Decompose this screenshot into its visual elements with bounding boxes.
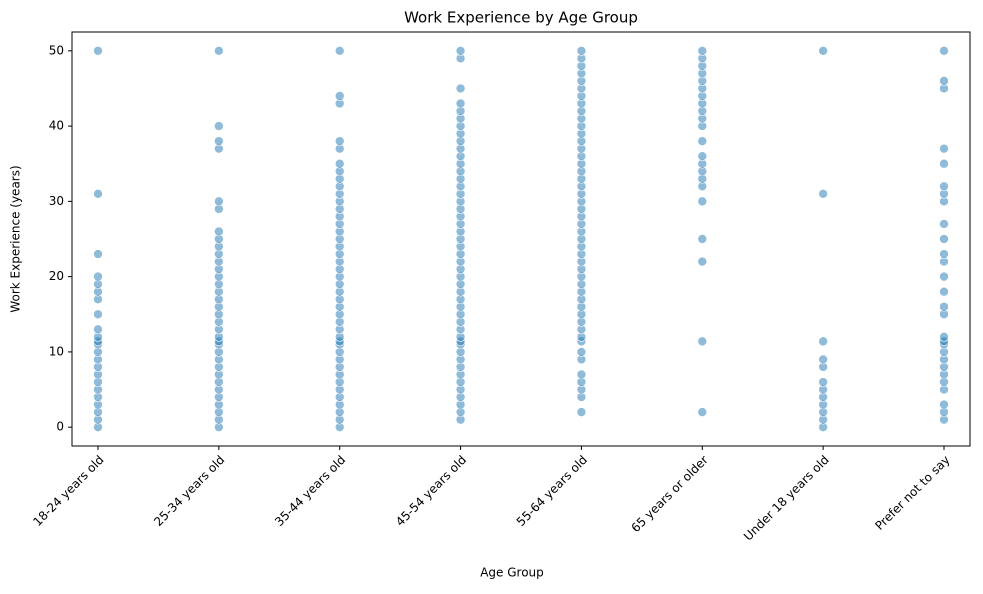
chart-title: Work Experience by Age Group [404,9,638,27]
point [93,324,103,335]
point [697,336,708,347]
point [818,377,828,387]
point [214,121,224,131]
point [818,46,828,56]
point [697,151,708,161]
x-tick-label: 35-44 years old [272,453,348,529]
point [939,219,949,229]
y-tick-label: 40 [49,119,64,133]
point [939,399,949,410]
point [214,46,224,56]
point [818,354,828,365]
point [93,309,103,320]
point [939,76,949,86]
point [939,181,949,192]
point [334,158,345,169]
point [214,226,224,237]
point [697,234,708,244]
point [334,136,345,146]
x-tick-label: Prefer not to say [872,453,952,533]
point [455,98,466,109]
point [818,336,828,347]
point [939,301,949,312]
point [576,347,587,357]
point [214,136,224,146]
point [697,196,708,207]
point [576,407,587,417]
point [93,189,103,199]
point [939,158,949,169]
point [939,143,949,154]
point [939,46,949,56]
point [939,286,949,297]
point [697,256,708,267]
x-tick-label: 65 years or older [628,453,711,536]
x-tick-label: 25-34 years old [151,453,227,529]
x-tick-label: 45-54 years old [393,453,469,529]
x-axis-label: Age Group [480,566,544,580]
point [939,234,949,244]
y-tick-label: 10 [49,344,64,358]
point [939,271,949,282]
point [93,271,103,282]
x-tick-label: 18-24 years old [30,453,106,529]
plot-frame [71,31,971,447]
point [818,189,828,199]
point [697,136,708,146]
point [576,369,587,380]
point [939,249,949,259]
point [455,83,466,94]
point [697,46,708,56]
point [939,332,949,342]
y-axis-label: Work Experience (years) [9,165,23,312]
point [697,407,708,417]
point [334,91,345,101]
point [93,46,103,56]
y-tick-label: 30 [49,194,64,208]
y-tick-label: 20 [49,269,64,283]
point [576,46,587,56]
x-tick-label: 55-64 years old [514,453,590,529]
x-tick-label: Under 18 years old [741,453,832,544]
y-tick-label: 50 [49,43,64,57]
point [455,46,466,56]
point [93,249,103,259]
y-tick-label: 0 [56,420,64,434]
point [214,196,224,207]
point [334,46,345,56]
